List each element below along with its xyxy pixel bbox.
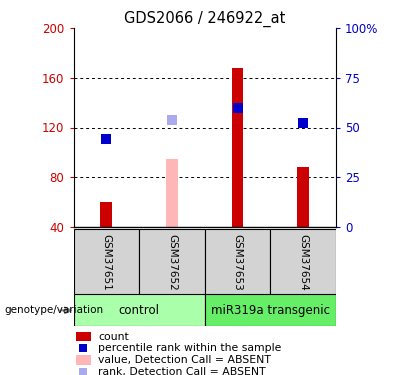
Bar	[270, 229, 336, 294]
Bar	[74, 294, 205, 326]
Point	[80, 369, 87, 375]
Point	[80, 345, 87, 351]
Bar	[297, 167, 309, 227]
Bar	[139, 229, 205, 294]
Point	[300, 120, 307, 126]
Text: value, Detection Call = ABSENT: value, Detection Call = ABSENT	[98, 355, 271, 365]
Text: rank, Detection Call = ABSENT: rank, Detection Call = ABSENT	[98, 367, 266, 375]
Title: GDS2066 / 246922_at: GDS2066 / 246922_at	[124, 10, 286, 27]
Bar	[76, 356, 91, 364]
Text: GSM37651: GSM37651	[101, 234, 111, 291]
Text: count: count	[98, 332, 129, 342]
Point	[168, 117, 175, 123]
Text: GSM37652: GSM37652	[167, 234, 177, 291]
Bar	[74, 229, 139, 294]
Text: genotype/variation: genotype/variation	[4, 305, 103, 315]
Bar	[76, 332, 91, 341]
Text: GSM37653: GSM37653	[233, 234, 243, 291]
Point	[103, 136, 110, 142]
Bar	[205, 294, 336, 326]
Bar	[232, 68, 244, 227]
Bar	[205, 229, 270, 294]
Text: percentile rank within the sample: percentile rank within the sample	[98, 343, 282, 353]
Bar	[100, 202, 112, 227]
Bar	[166, 159, 178, 227]
Text: miR319a transgenic: miR319a transgenic	[211, 304, 330, 317]
Text: GSM37654: GSM37654	[298, 234, 308, 291]
Text: control: control	[118, 304, 160, 317]
Point	[234, 105, 241, 111]
